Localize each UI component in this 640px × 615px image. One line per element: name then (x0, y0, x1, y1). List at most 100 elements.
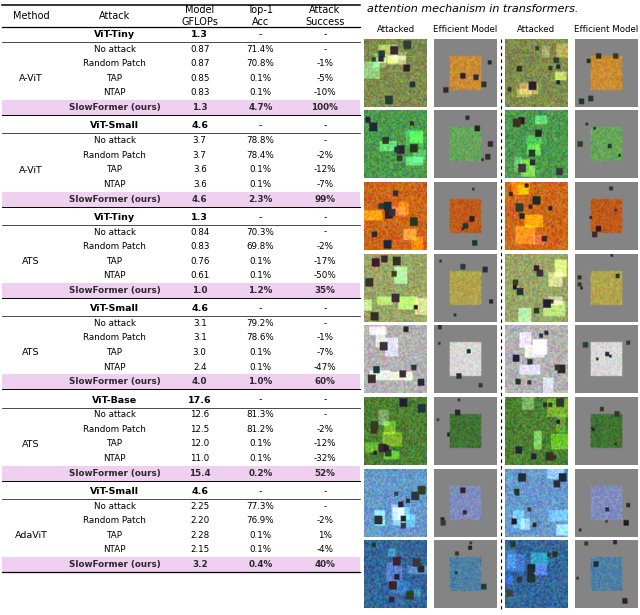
Text: 0.85: 0.85 (190, 74, 209, 83)
Text: 100%: 100% (311, 103, 338, 113)
Text: 3.7: 3.7 (193, 151, 207, 160)
Text: NTAP: NTAP (103, 363, 125, 371)
Text: 2.20: 2.20 (190, 516, 209, 525)
Text: -: - (259, 30, 262, 39)
Text: 0.4%: 0.4% (248, 560, 273, 569)
Text: NTAP: NTAP (103, 454, 125, 463)
Text: -: - (323, 121, 326, 130)
Text: 1.3: 1.3 (191, 213, 208, 222)
Text: 0.84: 0.84 (190, 228, 209, 237)
Text: 4.6: 4.6 (191, 487, 208, 496)
Text: 4.6: 4.6 (192, 194, 207, 204)
Text: TAP: TAP (106, 256, 122, 266)
Text: 3.6: 3.6 (193, 165, 207, 174)
Text: 3.1: 3.1 (193, 333, 207, 343)
Text: -: - (259, 395, 262, 405)
Text: Random Patch: Random Patch (83, 425, 146, 434)
Text: -2%: -2% (316, 425, 333, 434)
Text: 71.4%: 71.4% (246, 45, 274, 54)
Text: NTAP: NTAP (103, 89, 125, 97)
Text: ATS: ATS (22, 440, 40, 448)
Text: Method: Method (13, 11, 49, 21)
Text: SlowFormer (ours): SlowFormer (ours) (68, 194, 161, 204)
Text: -47%: -47% (314, 363, 336, 371)
Text: No attack: No attack (93, 410, 136, 419)
Text: 0.87: 0.87 (190, 60, 209, 68)
Text: Random Patch: Random Patch (83, 516, 146, 525)
Text: NTAP: NTAP (103, 546, 125, 554)
Text: 69.8%: 69.8% (246, 242, 274, 251)
Text: 4.7%: 4.7% (248, 103, 273, 113)
Text: 81.3%: 81.3% (246, 410, 274, 419)
Text: 2.25: 2.25 (190, 502, 209, 510)
Text: Random Patch: Random Patch (83, 333, 146, 343)
Text: SlowFormer (ours): SlowFormer (ours) (68, 378, 161, 386)
Text: -4%: -4% (316, 546, 333, 554)
Text: 11.0: 11.0 (190, 454, 209, 463)
Text: Efficient Model: Efficient Model (574, 25, 638, 34)
Text: -32%: -32% (314, 454, 336, 463)
Text: A-ViT: A-ViT (19, 74, 43, 83)
Text: 0.1%: 0.1% (250, 439, 271, 448)
Text: 0.1%: 0.1% (250, 531, 271, 540)
Text: 0.1%: 0.1% (250, 165, 271, 174)
Text: 0.1%: 0.1% (250, 74, 271, 83)
Text: 0.2%: 0.2% (248, 469, 273, 478)
Text: -: - (323, 228, 326, 237)
Text: -: - (323, 410, 326, 419)
FancyBboxPatch shape (2, 557, 360, 572)
Text: 0.83: 0.83 (190, 89, 209, 97)
Text: TAP: TAP (106, 74, 122, 83)
Text: 1.3: 1.3 (191, 30, 208, 39)
Text: ViT-Small: ViT-Small (90, 304, 139, 313)
Text: 0.1%: 0.1% (250, 363, 271, 371)
Text: No attack: No attack (93, 319, 136, 328)
Text: SlowFormer (ours): SlowFormer (ours) (68, 469, 161, 478)
Text: 12.6: 12.6 (190, 410, 209, 419)
Text: ATS: ATS (22, 348, 40, 357)
Text: -: - (259, 487, 262, 496)
Text: -: - (323, 213, 326, 222)
Text: 3.6: 3.6 (193, 180, 207, 189)
Text: 15.4: 15.4 (189, 469, 211, 478)
Text: TAP: TAP (106, 531, 122, 540)
Text: 2.3%: 2.3% (248, 194, 273, 204)
Text: 40%: 40% (314, 560, 335, 569)
Text: -2%: -2% (316, 242, 333, 251)
Text: TAP: TAP (106, 165, 122, 174)
Text: 0.1%: 0.1% (250, 348, 271, 357)
Text: -: - (323, 319, 326, 328)
FancyBboxPatch shape (2, 100, 360, 115)
Text: 99%: 99% (314, 194, 335, 204)
Text: No attack: No attack (93, 136, 136, 145)
Text: 0.1%: 0.1% (250, 271, 271, 280)
Text: 1%: 1% (318, 531, 332, 540)
Text: Random Patch: Random Patch (83, 60, 146, 68)
Text: 1.2%: 1.2% (248, 286, 273, 295)
Text: No attack: No attack (93, 45, 136, 54)
Text: -12%: -12% (314, 165, 336, 174)
Text: ViT-Small: ViT-Small (90, 487, 139, 496)
Text: -5%: -5% (316, 74, 333, 83)
Text: -1%: -1% (316, 60, 333, 68)
Text: 0.1%: 0.1% (250, 89, 271, 97)
Text: Random Patch: Random Patch (83, 151, 146, 160)
Text: 0.76: 0.76 (190, 256, 209, 266)
Text: 70.8%: 70.8% (246, 60, 275, 68)
Text: 1.0: 1.0 (192, 286, 207, 295)
Text: 77.3%: 77.3% (246, 502, 275, 510)
Text: SlowFormer (ours): SlowFormer (ours) (68, 560, 161, 569)
Text: 81.2%: 81.2% (246, 425, 274, 434)
Text: 0.1%: 0.1% (250, 454, 271, 463)
Text: -: - (323, 45, 326, 54)
Text: -: - (323, 304, 326, 313)
Text: 1.3: 1.3 (192, 103, 207, 113)
FancyBboxPatch shape (2, 466, 360, 481)
Text: NTAP: NTAP (103, 180, 125, 189)
FancyBboxPatch shape (2, 192, 360, 207)
Text: -2%: -2% (316, 151, 333, 160)
Text: Model
GFLOPs: Model GFLOPs (181, 5, 218, 27)
Text: -: - (259, 213, 262, 222)
Text: 79.2%: 79.2% (246, 319, 274, 328)
Text: Attack: Attack (99, 11, 130, 21)
